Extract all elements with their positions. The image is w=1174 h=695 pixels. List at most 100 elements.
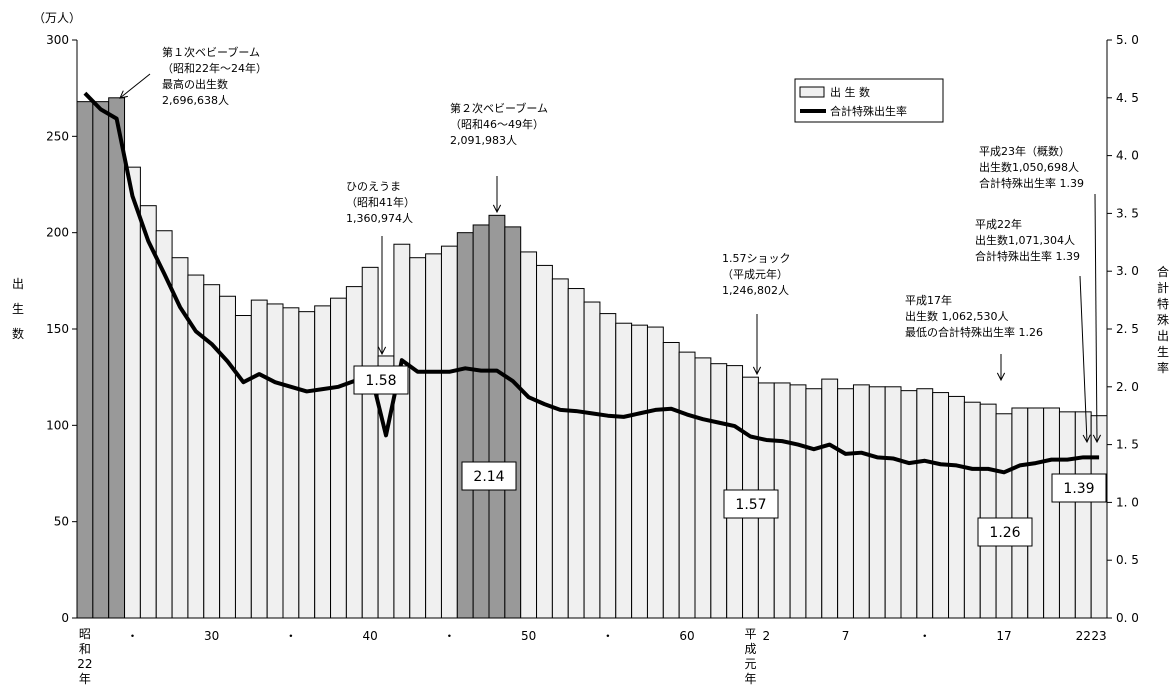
annotation-line: 出生数1,071,304人 [975, 233, 1075, 247]
annotation-arrowhead [752, 366, 762, 376]
y-left-tick-label: 50 [54, 515, 69, 529]
y-right-label-char: 出 [1157, 329, 1169, 343]
bar [282, 307, 300, 619]
y-left-label-char: 数 [12, 326, 24, 341]
y-right-label-char: 殊 [1157, 312, 1169, 327]
bar [1043, 407, 1060, 619]
bar [821, 378, 839, 619]
bar [916, 388, 934, 619]
annotation-arrowhead [119, 90, 128, 99]
annotation-arrowhead [377, 346, 387, 356]
bar [995, 413, 1013, 619]
annotation-arrowhead [1082, 434, 1091, 444]
x-tick-label: ・ [126, 629, 138, 643]
x-tick-label: 7 [842, 629, 850, 643]
y-right-tick-label: 1. 5 [1116, 438, 1139, 452]
y-right-tick-label: 2. 0 [1116, 380, 1139, 394]
y-left-tick-label: 300 [46, 33, 69, 47]
bar [187, 274, 205, 619]
bar [963, 401, 981, 619]
value-box-label: 2.14 [473, 469, 504, 485]
annotation-arrowhead [492, 204, 502, 214]
annotation-line: 平成23年（概数） [979, 144, 1070, 158]
bar [678, 351, 696, 619]
bar [536, 264, 553, 619]
annotation-line: （昭和41年） [346, 195, 415, 209]
annotation-line: （昭和22年～24年） [162, 61, 267, 75]
annotation-line: 1,246,802人 [722, 284, 789, 297]
annotation-line: 出生数1,050,698人 [979, 160, 1079, 174]
bar [234, 315, 252, 619]
y-right-label-char: 合 [1157, 264, 1169, 279]
bar [789, 384, 807, 619]
bar [567, 288, 585, 619]
legend-line-label: 合計特殊出生率 [830, 104, 907, 118]
x-tick-label: ・ [443, 629, 455, 643]
bar [377, 355, 395, 619]
y-right-label-char: 生 [1157, 345, 1169, 359]
annotation-line: 1.57ショック [722, 252, 791, 265]
y-right-tick-label: 0. 0 [1116, 611, 1139, 625]
bar [979, 403, 997, 619]
annotation-line: 2,696,638人 [162, 94, 229, 107]
x-tick-label: 17 [996, 629, 1011, 643]
x-tick-label: 30 [204, 629, 219, 643]
bar [884, 386, 902, 619]
y-right-tick-label: 3. 5 [1116, 206, 1139, 220]
bar [837, 388, 854, 619]
x-tick-label-char: 年 [744, 672, 756, 686]
x-tick-label: 60 [679, 629, 694, 643]
y-left-tick-label: 100 [46, 418, 69, 432]
value-box-label: 1.26 [989, 525, 1020, 541]
bar [314, 305, 332, 619]
x-tick-label: 23 [1091, 629, 1106, 643]
bar [250, 299, 268, 619]
bar [551, 278, 569, 619]
bar [694, 357, 712, 619]
bar [298, 311, 316, 619]
bar [139, 205, 157, 619]
fertility-rate-line [83, 91, 1100, 475]
annotation-line: 1,360,974人 [346, 212, 413, 225]
annotation-line: （平成元年） [722, 267, 788, 281]
legend-bar-swatch [799, 86, 825, 98]
annotation-arrow [119, 73, 151, 99]
annotation-line: 出生数 1,062,530人 [905, 309, 1008, 323]
y-left-tick-label: 0 [61, 611, 69, 625]
bar [330, 297, 347, 619]
bar [361, 266, 379, 619]
x-tick-label-char: 年 [79, 672, 91, 686]
x-tick-label-char: 22 [77, 657, 92, 671]
value-box [723, 489, 779, 519]
bar [646, 326, 664, 619]
annotation-line: 合計特殊出生率 1.39 [979, 176, 1084, 190]
x-tick-label: ・ [602, 629, 614, 643]
annotation-line: 平成22年 [975, 217, 1022, 231]
y-right-tick-label: 0. 5 [1116, 553, 1139, 567]
bar [932, 392, 950, 619]
y-right-tick-label: 4. 0 [1116, 149, 1139, 163]
bar [472, 224, 490, 619]
value-box-label: 1.57 [735, 497, 766, 513]
x-tick-label-char: 元 [744, 657, 756, 671]
y-left-tick-label: 250 [46, 129, 69, 143]
y-left-label-char: 出 [12, 277, 24, 291]
bar [1074, 411, 1092, 619]
bar [631, 324, 648, 619]
bar [219, 295, 236, 619]
value-boxes: 1.58 2.14 1.57 1.26 1.39 [353, 365, 1107, 547]
y-right-tick-label: 1. 0 [1116, 495, 1139, 509]
bar [852, 384, 870, 619]
bar [124, 166, 141, 619]
bar [805, 388, 823, 619]
bar [900, 390, 918, 619]
bar [171, 257, 189, 619]
x-tick-label: ・ [919, 629, 931, 643]
bar [393, 243, 411, 619]
bar [425, 253, 442, 619]
bar [1090, 415, 1108, 619]
bar [948, 395, 965, 619]
